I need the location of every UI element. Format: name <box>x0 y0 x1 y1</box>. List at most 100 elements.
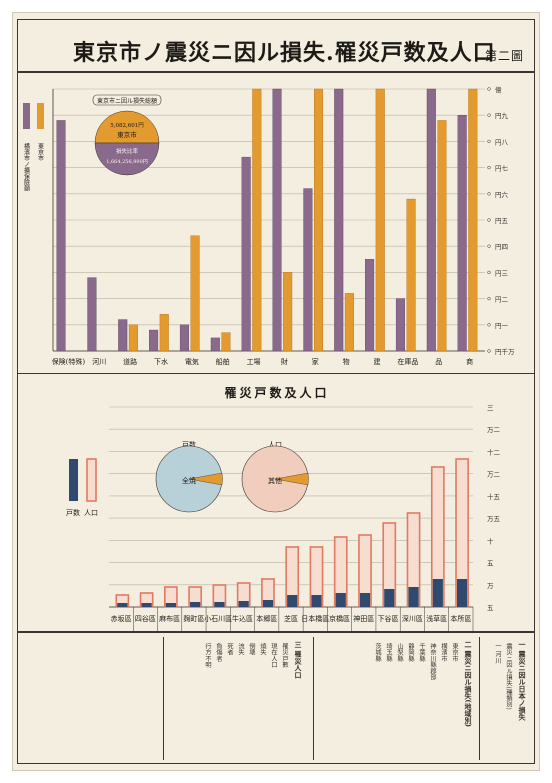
x-tick-label: 麻布區 <box>159 614 180 623</box>
pie-inner-label: 其他 <box>268 476 282 485</box>
bar-戸数 <box>190 602 201 607</box>
y-tick-label: 五 <box>487 604 494 612</box>
bar-東京市 <box>406 198 416 352</box>
bar-戸数 <box>384 589 395 607</box>
bar-横濱市ノ擴保險額 <box>426 88 436 352</box>
y-tick-label: 円六 <box>495 190 509 199</box>
bar-横濱市ノ擴保險額 <box>395 298 405 352</box>
bar-東京市 <box>437 120 447 352</box>
pie-label: 人口 <box>268 441 282 449</box>
y-tick-label: 十五 <box>487 492 501 501</box>
y-tick-label: 三 <box>487 404 494 412</box>
table-heading: 三 罹災人口 <box>294 641 303 679</box>
table-row-label: 東京市 <box>451 643 458 662</box>
bar-戸数 <box>287 595 298 607</box>
x-tick-label: 保険(特殊) <box>52 357 86 366</box>
table-row-label: 埼玉縣 <box>385 643 392 662</box>
tick-mark <box>487 113 491 117</box>
x-tick-label: 本所區 <box>450 614 471 623</box>
statistics-tables: 一 震災ニ因ル日本ノ損失 震災ニ因ル損失(種類別) 一 河川 二 震災ニ因ル損失(地域… <box>17 633 535 764</box>
table-row-label: 負傷者 <box>215 643 222 662</box>
bar-東京市 <box>344 293 354 352</box>
pie-inner-label: 全焼 <box>182 476 196 485</box>
bar-戸数 <box>262 600 274 607</box>
table-column-divider <box>163 637 164 760</box>
bar-横濱市ノ擴保險額 <box>241 156 251 352</box>
pie-slice-top <box>94 110 160 144</box>
y-tick-label: 万 <box>487 582 494 590</box>
table-row-label: 神奈川縣郡部 <box>429 643 436 681</box>
bar-東京市 <box>314 88 324 352</box>
map-sheet: 東京市ノ震災ニ因ル損失.罹災戸数及人口 第二圖 億円九 円八 円七 円六 円五 円四 円三円… <box>12 12 540 771</box>
x-tick-label: 京橋區 <box>329 614 350 623</box>
bar-戸数 <box>165 603 176 607</box>
bar-横濱市ノ擴保險額 <box>149 329 159 352</box>
x-tick-label: 電気 <box>185 357 199 366</box>
y-tick-label: 円三 <box>495 269 509 277</box>
y-tick-label: 円七 <box>495 164 509 173</box>
table-row-label: 行方不明 <box>204 643 211 668</box>
bar-東京市 <box>375 88 385 352</box>
legend-label: 東京市 <box>37 142 44 162</box>
tick-mark <box>487 139 491 144</box>
tick-mark <box>487 323 491 327</box>
legend-label: 横濱市ノ擴保險額 <box>23 142 30 192</box>
table-row-label: 倒壊 <box>248 643 255 656</box>
pie-label: 戸数 <box>182 440 196 449</box>
tick-mark <box>487 270 491 275</box>
legend-swatch <box>37 103 44 129</box>
x-tick-label: 日本橋區 <box>301 614 329 623</box>
bar-横濱市ノ擴保險額 <box>56 120 66 352</box>
tick-mark <box>487 165 491 170</box>
bar-横濱市ノ擴保險額 <box>303 188 313 352</box>
bar-戸数 <box>408 587 419 607</box>
x-tick-label: 船舶 <box>216 357 230 366</box>
bar-横濱市ノ擴保險額 <box>210 337 220 352</box>
pie-slice <box>274 472 309 486</box>
x-tick-label: 河川 <box>92 358 106 366</box>
x-tick-label: 家 <box>312 357 319 366</box>
y-tick-label: 円千万 <box>495 347 515 356</box>
x-tick-label: 赤坂區 <box>111 614 132 623</box>
bar-横濱市ノ擴保險額 <box>179 324 189 352</box>
bar-東京市 <box>283 272 293 352</box>
plate-frame <box>17 19 535 764</box>
bar-東京市 <box>159 314 169 352</box>
bar-横濱市ノ擴保險額 <box>334 88 344 352</box>
pie-value: 1,664,256,990円 <box>106 159 148 165</box>
title-divider <box>17 71 535 73</box>
plate-number: 第二圖 <box>485 49 525 63</box>
x-tick-label: 牛込區 <box>232 614 253 623</box>
table-row-label: 燒失 <box>259 643 266 656</box>
bar-東京市 <box>128 324 138 352</box>
bar-横濱市ノ擴保險額 <box>87 277 97 352</box>
x-tick-label: 浅草區 <box>426 614 447 623</box>
bar-戸数 <box>335 593 346 607</box>
y-tick-label: 万二 <box>487 471 501 479</box>
bar-東京市 <box>221 332 231 352</box>
x-tick-label: 麹町區 <box>183 614 204 623</box>
x-tick-label: 小石川區 <box>204 614 232 623</box>
table-row-label: 死者 <box>226 643 233 656</box>
pie-caption: 東京市ニ因ル損失総額 <box>97 97 157 105</box>
table-row-label: 静岡縣 <box>407 643 414 662</box>
x-tick-label: 神田區 <box>353 614 374 623</box>
plate-title: 東京市ノ震災ニ因ル損失.罹災戸数及人口 <box>73 40 496 66</box>
y-tick-label: 億 <box>495 85 502 94</box>
table-row-label: 罹災戸數 <box>281 643 288 668</box>
bar-戸数 <box>432 579 443 607</box>
pie-slice-bottom <box>94 142 160 176</box>
section-divider <box>17 373 535 374</box>
y-tick-label: 円一 <box>495 322 509 330</box>
pie-caption-box <box>92 94 162 106</box>
table-row-label: 現在人口 <box>270 643 277 668</box>
tick-mark <box>487 244 491 248</box>
x-tick-label: 本郷區 <box>256 614 277 623</box>
x-tick-label: 品 <box>435 358 442 366</box>
table-row-label: 茨城縣 <box>374 643 381 662</box>
y-tick-label: 万五 <box>487 515 501 523</box>
tick-mark <box>487 296 491 301</box>
table-column-divider <box>479 637 480 760</box>
bar-横濱市ノ擴保險額 <box>272 88 282 352</box>
